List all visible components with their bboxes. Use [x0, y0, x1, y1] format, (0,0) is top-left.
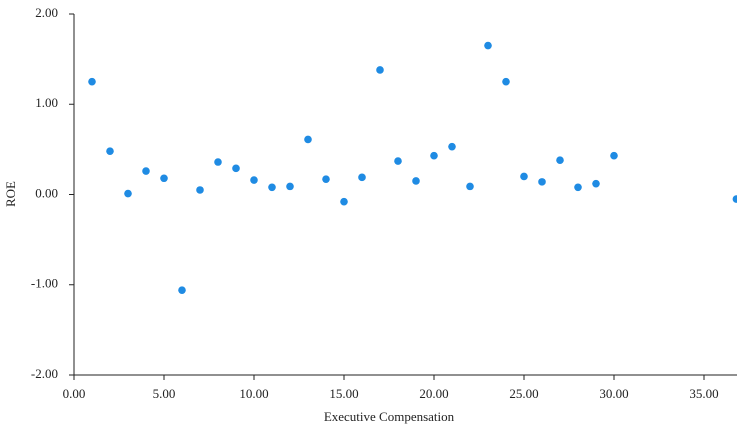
point [196, 186, 204, 194]
x-tick-label: 20.00 [419, 386, 448, 401]
y-tick-label: -2.00 [31, 366, 58, 381]
y-axis-title: ROE [3, 181, 18, 207]
point [466, 182, 474, 191]
point [412, 177, 420, 185]
x-axis-title: Executive Compensation [324, 409, 455, 424]
x-tick-label: 30.00 [599, 386, 628, 401]
x-tick-label: 35.00 [689, 386, 718, 401]
point [124, 189, 132, 198]
point [304, 135, 312, 144]
point [142, 167, 150, 175]
point [232, 164, 240, 173]
point [340, 197, 348, 206]
y-tick-label: -1.00 [31, 276, 58, 291]
point [178, 286, 186, 294]
point [592, 179, 600, 188]
point [484, 41, 492, 50]
x-tick-label: 15.00 [329, 386, 358, 401]
point [214, 158, 222, 166]
y-tick-label: 0.00 [35, 185, 58, 200]
x-tick-label: 10.00 [239, 386, 268, 401]
point [358, 173, 366, 182]
point [88, 77, 96, 86]
x-tick-label: 5.00 [153, 386, 176, 401]
point [574, 183, 582, 192]
y-tick-label: 2.00 [35, 5, 58, 20]
point [268, 183, 276, 192]
point [556, 156, 564, 165]
point [250, 176, 258, 184]
point [394, 157, 402, 165]
point [376, 66, 384, 74]
point [106, 147, 114, 155]
point [732, 195, 737, 203]
point [610, 151, 618, 160]
x-tick-label: 0.00 [63, 386, 86, 401]
point [322, 175, 330, 183]
y-tick-label: 1.00 [35, 95, 58, 110]
point [286, 182, 294, 191]
x-tick-label: 25.00 [509, 386, 538, 401]
point [448, 142, 456, 151]
point [502, 77, 510, 86]
point [160, 174, 168, 183]
point [520, 172, 528, 181]
point [538, 178, 546, 186]
point [430, 151, 438, 160]
